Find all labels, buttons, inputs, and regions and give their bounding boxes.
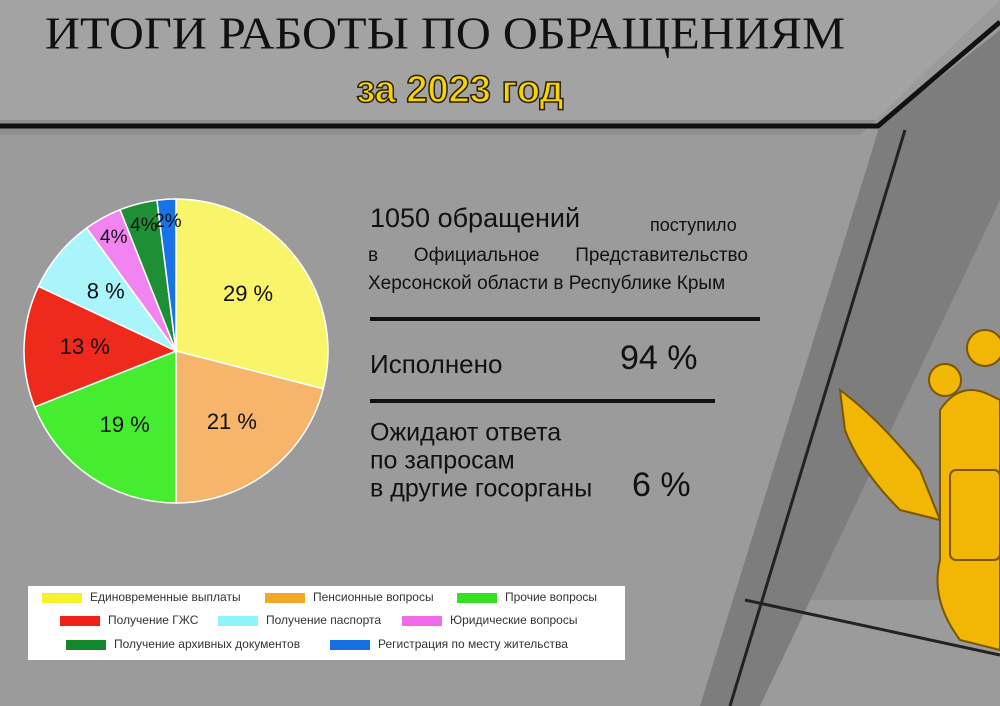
emblem bbox=[838, 329, 1000, 652]
diagonal-band bbox=[700, 30, 1000, 706]
slice-label: 4% bbox=[130, 215, 158, 236]
legend-swatch bbox=[265, 593, 305, 603]
legend-label: Единовременные выплаты bbox=[90, 590, 241, 604]
slice-label: 29 % bbox=[223, 281, 273, 306]
stat-count: 1050 обращений bbox=[370, 203, 580, 233]
legend-label: Получение ГЖС bbox=[108, 613, 199, 627]
slice-label: 13 % bbox=[60, 334, 110, 359]
pie-slice bbox=[175, 350, 325, 504]
legend-label: Пенсионные вопросы bbox=[313, 590, 434, 604]
legend-label: Прочие вопросы bbox=[505, 590, 597, 604]
slice-label: 21 % bbox=[207, 409, 257, 434]
divider-line bbox=[728, 129, 907, 706]
pie-chart: 29 %21 %19 %13 %8 %4%4%2% bbox=[23, 198, 329, 504]
waiting-line: Ожидают ответа bbox=[370, 419, 561, 447]
stat-word: поступило bbox=[650, 215, 737, 235]
legend-swatch bbox=[402, 616, 442, 626]
waiting-value: 6 % bbox=[632, 466, 691, 504]
pie-slice bbox=[175, 198, 329, 390]
legend-box bbox=[28, 586, 625, 660]
legend-swatch bbox=[60, 616, 100, 626]
legend-swatch bbox=[42, 593, 82, 603]
slice-label: 19 % bbox=[100, 412, 150, 437]
waiting-line: по запросам bbox=[370, 447, 515, 475]
pie-slice bbox=[156, 198, 177, 352]
legend-label: Получение паспорта bbox=[266, 613, 381, 627]
slice-label: 2% bbox=[154, 211, 182, 232]
legend: Единовременные выплаты Пенсионные вопросы… bbox=[42, 590, 597, 651]
legend-label: Регистрация по месту жительства bbox=[378, 637, 568, 651]
divider-line bbox=[0, 20, 1000, 129]
waiting-line: в другие госорганы bbox=[370, 475, 592, 503]
subtitle: за 2023 год bbox=[356, 69, 563, 111]
pie-slice bbox=[33, 349, 177, 504]
legend-swatch bbox=[457, 593, 497, 603]
done-label: Исполнено bbox=[370, 349, 502, 379]
legend-label: Получение архивных документов bbox=[114, 637, 300, 651]
slice-label: 4% bbox=[100, 227, 128, 248]
done-value: 94 % bbox=[620, 339, 698, 377]
stat-text-box: в Официальное Представительство Херсонск… bbox=[368, 245, 748, 294]
legend-swatch bbox=[66, 640, 106, 650]
legend-label: Юридические вопросы bbox=[450, 613, 577, 627]
legend-swatch bbox=[218, 616, 258, 626]
pie-slice bbox=[23, 285, 178, 408]
legend-swatch bbox=[330, 640, 370, 650]
slice-label: 8 % bbox=[87, 279, 125, 304]
top-band bbox=[0, 0, 1000, 120]
title: ИТОГИ РАБОТЫ ПО ОБРАЩЕНИЯМ bbox=[45, 8, 845, 59]
stat-text: в Официальное Представительство Херсонск… bbox=[368, 245, 748, 294]
divider-line bbox=[744, 598, 1000, 657]
